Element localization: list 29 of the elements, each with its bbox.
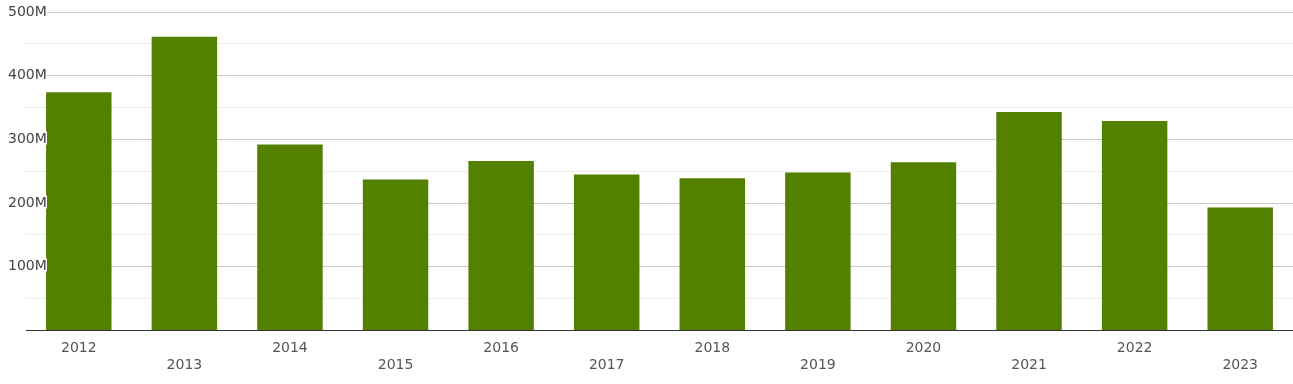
bar: [1207, 207, 1273, 330]
x-tick-label: 2019: [800, 356, 836, 373]
bar: [257, 144, 323, 330]
bar: [468, 161, 534, 330]
y-tick-label: 500M: [8, 2, 47, 19]
bar: [362, 179, 429, 330]
x-tick-label: 2017: [588, 356, 625, 373]
y-tick-label: 400M: [8, 66, 47, 83]
x-tick-label: 2018: [694, 339, 731, 356]
x-tick-label: 2016: [483, 339, 520, 356]
x-tick-label: 2012: [60, 339, 97, 356]
x-tick-label: 2021: [1011, 356, 1047, 373]
x-tick-label: 2020: [905, 339, 942, 356]
y-tick-label: 300M: [8, 130, 47, 146]
y-tick-label: 100M: [8, 257, 47, 274]
bar: [1101, 120, 1168, 330]
bar: [573, 174, 640, 330]
bar: [996, 111, 1062, 330]
x-tick-label: 2023: [1222, 356, 1259, 373]
bar: [151, 36, 218, 330]
bar: [679, 178, 746, 330]
x-tick-label: 2014: [272, 339, 308, 356]
bar: [890, 162, 957, 330]
y-tick-label: 200M: [8, 193, 47, 210]
x-tick-label: 2022: [1116, 339, 1153, 356]
x-tick-label: 2013: [166, 356, 203, 373]
x-tick-label: 2015: [377, 356, 414, 373]
bar: [785, 172, 851, 330]
bar: [46, 92, 112, 330]
